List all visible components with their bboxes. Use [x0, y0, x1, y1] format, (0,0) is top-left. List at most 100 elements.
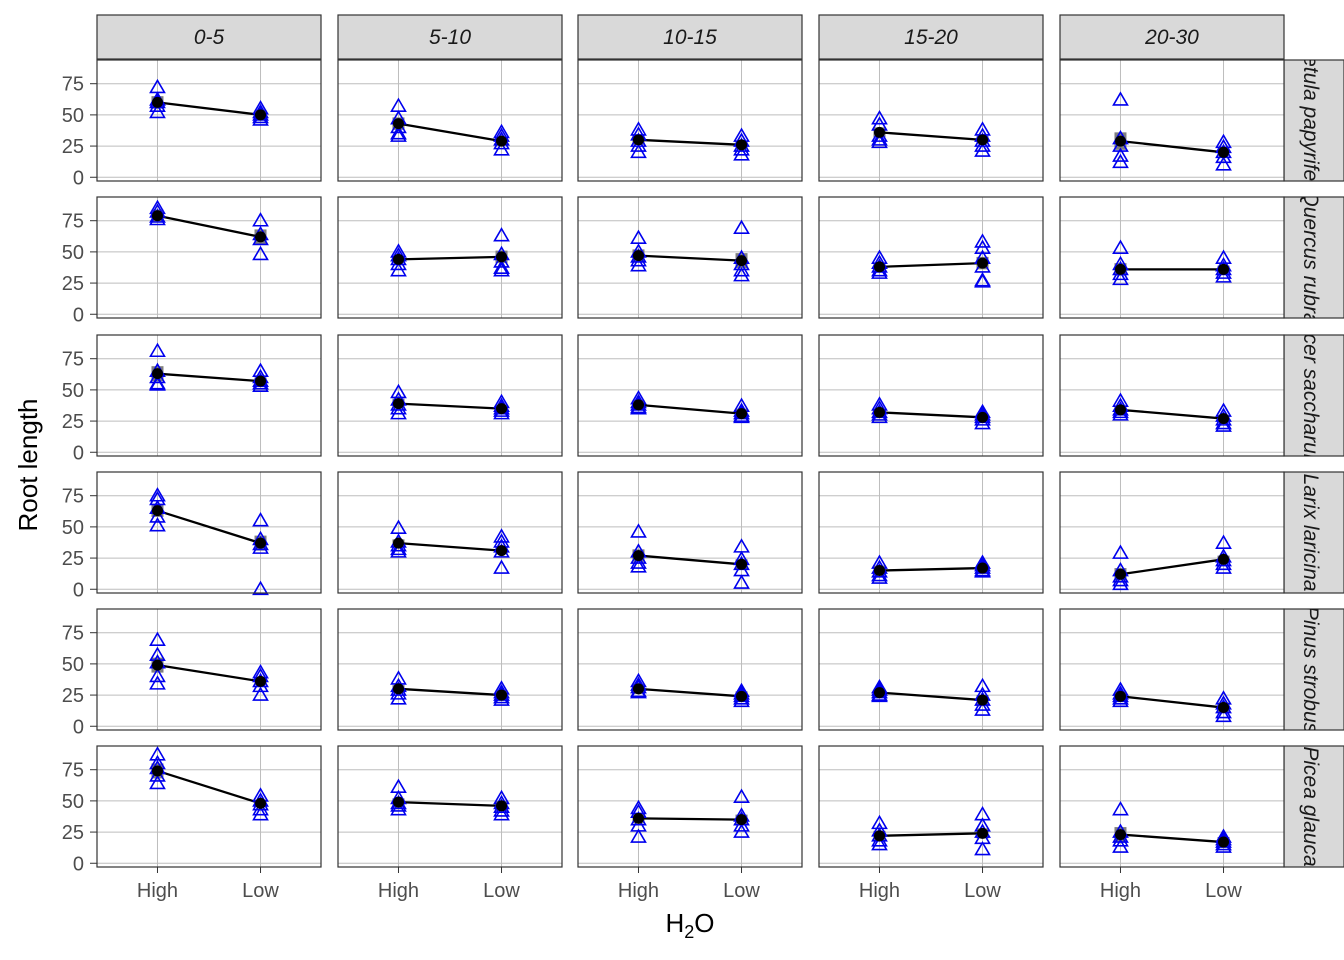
- panel: [1059, 196, 1285, 319]
- y-tick-label: 25: [62, 273, 84, 295]
- mean-point: [632, 134, 644, 146]
- mean-point: [1114, 135, 1126, 147]
- mean-point: [392, 253, 404, 265]
- column-strip: [96, 14, 322, 60]
- data-point-triangle: [493, 141, 510, 156]
- mean-line: [638, 138, 742, 146]
- mean-point: [392, 796, 404, 808]
- panel-border: [1059, 745, 1285, 868]
- y-tick-label: 50: [62, 654, 84, 676]
- data-point-triangle: [1112, 91, 1129, 106]
- panel-border: [818, 334, 1044, 457]
- panel-background: [578, 60, 802, 181]
- panel-border: [1059, 334, 1285, 457]
- row-strip-label: Quercus rubra: [1299, 190, 1322, 324]
- mean-point: [1114, 829, 1126, 841]
- panel-background: [97, 472, 321, 593]
- data-point-triangle: [149, 517, 166, 532]
- panel-border: [337, 608, 563, 731]
- data-point-triangle: [974, 701, 991, 716]
- panel-background: [819, 60, 1043, 181]
- y-tick-label: 25: [62, 548, 84, 570]
- data-point-triangle: [733, 817, 750, 832]
- data-point-triangle: [252, 801, 269, 816]
- panel-border: [96, 196, 322, 319]
- data-point-triangle: [1112, 147, 1129, 162]
- column-strip: [337, 14, 563, 60]
- panel-border: [577, 608, 803, 731]
- panel-border: [337, 59, 563, 182]
- panel-background: [1060, 197, 1284, 318]
- panel-border: [1059, 59, 1285, 182]
- data-point-triangle: [1215, 417, 1232, 432]
- mean-line: [879, 566, 983, 572]
- mean-point: [151, 96, 163, 108]
- data-point-triangle: [974, 840, 991, 856]
- mean-point: [632, 550, 644, 562]
- row-strip-label: Pinus strobus: [1299, 606, 1322, 734]
- mean-point: [255, 797, 267, 809]
- panel-border: [577, 196, 803, 319]
- mean-point: [496, 800, 508, 812]
- y-tick-label: 25: [62, 411, 84, 433]
- data-point-triangle: [974, 142, 991, 157]
- panel-background: [819, 335, 1043, 456]
- panel: [577, 745, 803, 868]
- row-strip-label: Larix laricina: [1299, 474, 1322, 592]
- mean-point: [255, 375, 267, 387]
- panel-border: [96, 608, 322, 731]
- mean-point: [632, 399, 644, 411]
- data-point-triangle: [493, 806, 510, 821]
- mean-point: [151, 368, 163, 380]
- data-point-triangle: [1215, 156, 1232, 171]
- mean-point: [873, 406, 885, 418]
- data-point-triangle: [149, 774, 166, 790]
- panel: [337, 608, 563, 731]
- mean-point: [1218, 836, 1230, 848]
- mean-point: [977, 827, 989, 839]
- mean-line: [879, 261, 983, 269]
- mean-line: [398, 800, 502, 808]
- mean-point: [977, 257, 989, 269]
- panel: [96, 59, 322, 182]
- panel: [1059, 334, 1285, 457]
- data-point-triangle: [252, 686, 269, 701]
- panel-border: [818, 745, 1044, 868]
- panel: [818, 608, 1044, 731]
- mean-point: [392, 537, 404, 549]
- x-tick-label: High: [137, 880, 178, 902]
- mean-line: [398, 541, 502, 552]
- data-point-triangle: [630, 558, 647, 573]
- panel: [818, 196, 1044, 319]
- data-point-triangle: [149, 675, 166, 690]
- data-point-triangle: [871, 264, 888, 279]
- data-point-triangle: [1112, 239, 1129, 254]
- mean-point: [1218, 146, 1230, 158]
- mean-point: [873, 565, 885, 577]
- y-axis-title: Root length: [13, 399, 43, 532]
- mean-point: [736, 255, 748, 267]
- data-point-triangle: [390, 125, 407, 140]
- data-point-triangle: [630, 137, 647, 152]
- panel-background: [97, 609, 321, 730]
- data-point-triangle: [733, 262, 750, 277]
- panel-border: [577, 59, 803, 182]
- mean-line: [1120, 408, 1224, 420]
- mean-point: [977, 694, 989, 706]
- panel-background: [1060, 60, 1284, 181]
- mean-point: [1218, 553, 1230, 565]
- x-tick-label: Low: [964, 880, 1001, 902]
- panel-background: [338, 60, 562, 181]
- x-tick-label: High: [378, 880, 419, 902]
- panel-background: [97, 746, 321, 867]
- data-point-triangle: [149, 490, 166, 506]
- data-point-triangle: [630, 828, 647, 843]
- mean-point: [632, 683, 644, 695]
- y-tick-label: 0: [73, 304, 84, 326]
- y-tick-label: 50: [62, 791, 84, 813]
- row-strip-label-group: Betula papyrifera: [1299, 60, 1322, 181]
- data-point-triangle: [974, 414, 991, 430]
- mean-line: [398, 255, 502, 261]
- panel-border: [337, 745, 563, 868]
- panel-background: [1060, 746, 1284, 867]
